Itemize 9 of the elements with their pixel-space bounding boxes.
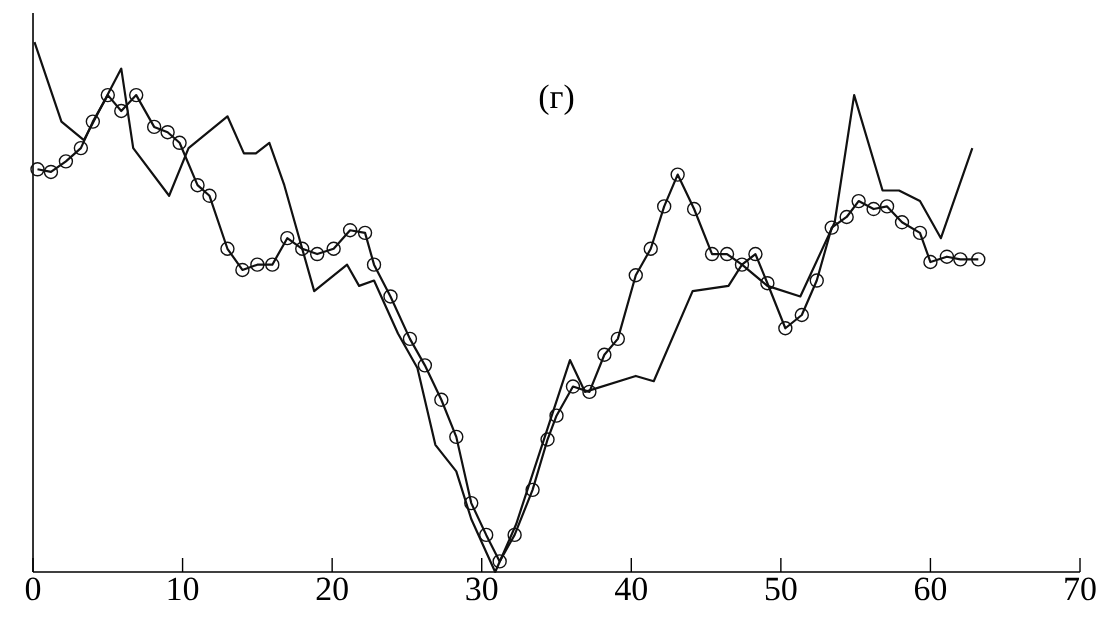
x-tick-label: 60 xyxy=(914,577,947,601)
x-tick-label: 10 xyxy=(168,577,199,601)
x-tick-label: 20 xyxy=(316,577,348,601)
x-tick-label: 40 xyxy=(615,577,647,601)
text: (г) xyxy=(539,84,574,116)
x-tick-label: 70 xyxy=(1065,577,1096,601)
x-tick-label: 30 xyxy=(466,577,498,601)
x-tick-label: 50 xyxy=(765,577,797,601)
x-tick-label: 0 xyxy=(25,577,41,601)
